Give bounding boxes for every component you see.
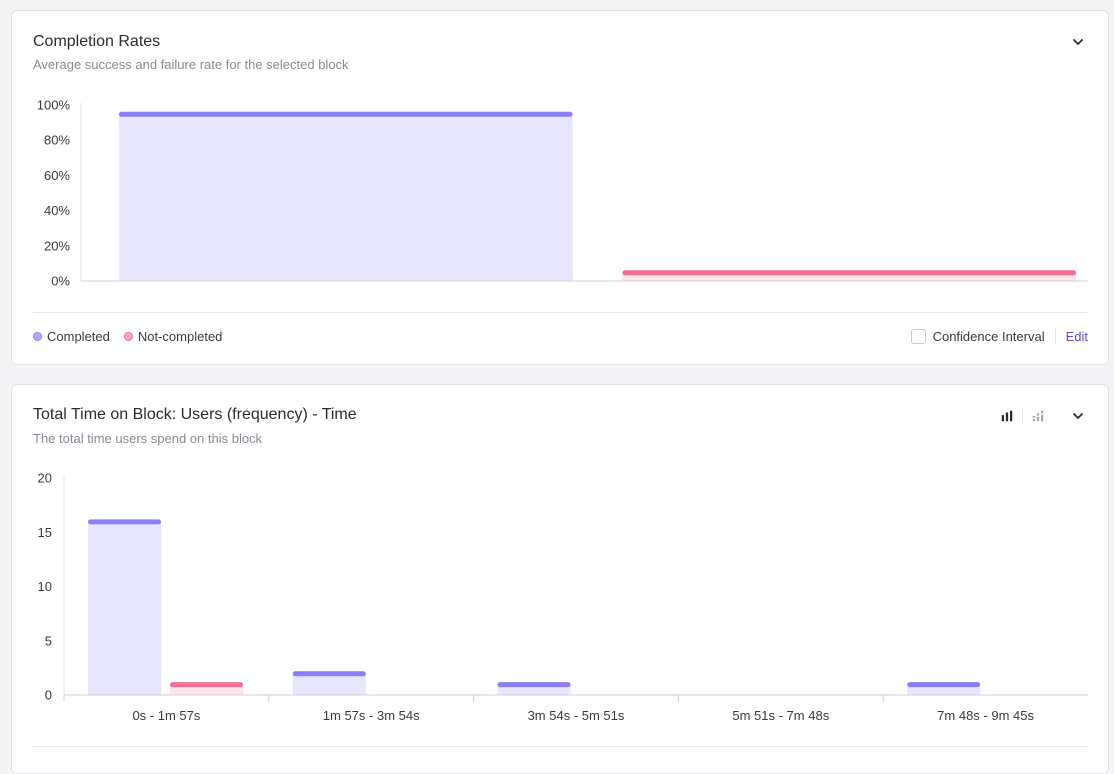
divider: [33, 746, 1087, 747]
bar-chart-icon: [1001, 410, 1013, 422]
y-tick-label: 20%: [44, 238, 70, 253]
distribution-view-button[interactable]: [1030, 408, 1046, 424]
distribution-chart-icon: [1032, 410, 1044, 422]
completion-legend: Completed Not-completed: [33, 329, 236, 344]
y-tick-label: 40%: [44, 203, 70, 218]
bar-completed-cap: [292, 671, 366, 677]
time-on-block-chart: 0 5 10 15 20 0s - 1m 57s 1m 57s - 3m 54s 3m 54s…: [38, 471, 1088, 723]
completion-rates-chart: 0% 20% 40% 60% 80% 100%: [37, 98, 1088, 289]
completion-rates-title: Completion Rates: [33, 33, 161, 50]
time-on-block-title: Total Time on Block: Users (frequency) -…: [33, 406, 357, 423]
legend-item-not-completed: Not-completed: [123, 329, 223, 344]
edit-link[interactable]: Edit: [1065, 328, 1088, 344]
bar-completed-cap: [119, 111, 573, 117]
separator: [1022, 407, 1023, 425]
divider: [33, 312, 1087, 313]
time-on-block-card: Total Time on Block: Users (frequency) -…: [11, 384, 1109, 774]
bar-not-completed-cap: [622, 270, 1076, 276]
legend-item-completed: Completed: [33, 329, 110, 344]
collapse-time-button[interactable]: [1068, 406, 1088, 426]
y-tick-label: 10: [38, 579, 52, 594]
separator: [1054, 328, 1056, 344]
collapse-completion-button[interactable]: [1068, 32, 1088, 52]
bar-completed-cap: [907, 682, 981, 688]
confidence-interval-label: Confidence Interval: [932, 328, 1045, 344]
bar-completed-cap: [497, 682, 571, 688]
confidence-interval-control: Confidence Interval Edit: [910, 328, 1088, 344]
bar-not-completed: [170, 684, 243, 695]
bar-completed: [88, 521, 161, 695]
bar-completed: [292, 673, 366, 695]
y-tick-label: 80%: [44, 133, 70, 148]
bar-not-completed-cap: [170, 682, 243, 688]
completed-legend-dot: [33, 332, 42, 341]
completion-rates-subtitle: Average success and failure rate for the…: [33, 57, 349, 72]
legend-label-not-completed: Not-completed: [137, 329, 223, 344]
bar-not-completed: [622, 272, 1076, 281]
y-tick-label: 15: [38, 525, 52, 540]
time-on-block-subtitle: The total time users spend on this block: [33, 431, 263, 446]
chevron-down-icon: [1073, 39, 1083, 45]
bar-completed: [907, 684, 981, 695]
chart-view-toggle: [999, 407, 1046, 425]
bar-completed: [497, 684, 571, 695]
not-completed-legend-dot: [123, 332, 133, 341]
y-tick-label: 0%: [51, 274, 70, 289]
y-tick-label: 0: [45, 688, 52, 703]
legend-label-completed: Completed: [47, 329, 110, 344]
x-tick-label: 5m 51s - 7m 48s: [732, 708, 829, 723]
x-tick-label: 3m 54s - 5m 51s: [528, 708, 625, 723]
y-tick-label: 20: [38, 471, 52, 486]
y-tick-label: 60%: [44, 168, 70, 183]
bar-completed-cap: [88, 519, 161, 525]
bar-completed: [119, 113, 573, 281]
confidence-interval-checkbox[interactable]: [910, 328, 926, 344]
chevron-down-icon: [1073, 413, 1083, 419]
x-tick-label: 1m 57s - 3m 54s: [323, 708, 420, 723]
y-tick-label: 5: [45, 633, 52, 648]
bar-view-button[interactable]: [999, 408, 1015, 424]
x-tick-label: 7m 48s - 9m 45s: [937, 708, 1034, 723]
y-tick-label: 100%: [37, 98, 71, 113]
x-tick-label: 0s - 1m 57s: [132, 708, 200, 723]
completion-rates-card: Completion Rates Average success and fai…: [11, 10, 1109, 365]
